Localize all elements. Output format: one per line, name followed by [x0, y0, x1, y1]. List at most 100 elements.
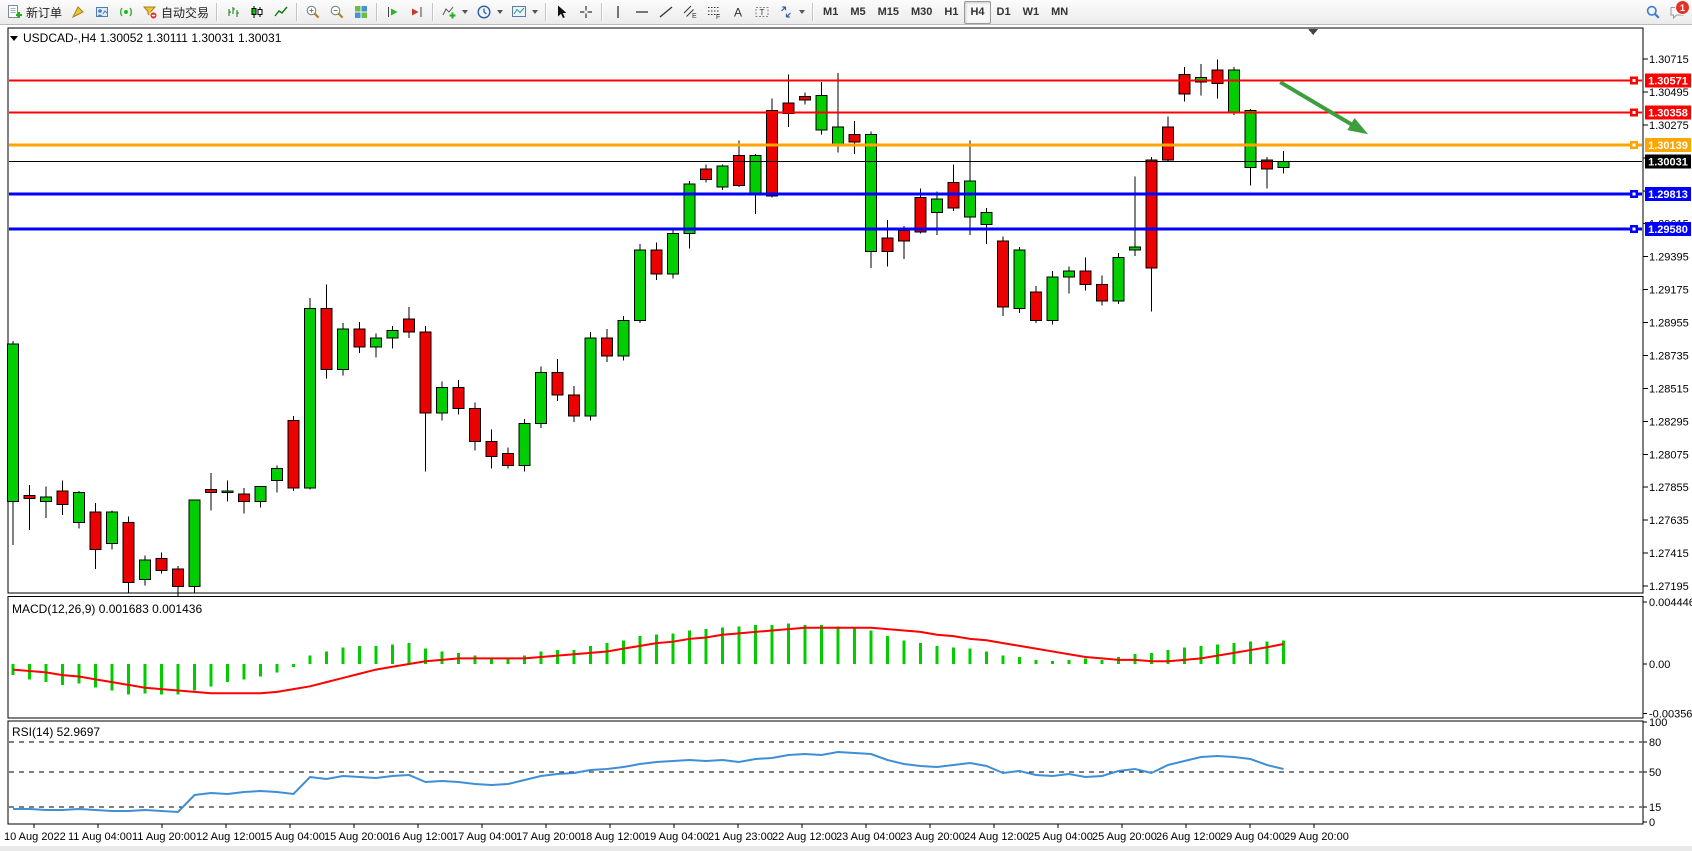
notifications-button[interactable]: 1: [1665, 0, 1690, 24]
rsi-axis-label: 0: [1649, 817, 1655, 829]
chart-canvas[interactable]: 1.307151.304951.302751.300551.298351.296…: [0, 25, 1692, 846]
tile-windows-icon: [353, 4, 369, 20]
time-axis-label[interactable]: 11 Aug 20:00: [132, 831, 196, 843]
time-axis-label[interactable]: 17 Aug 04:00: [452, 831, 517, 843]
profiles-button[interactable]: [90, 1, 114, 24]
chart-window-button[interactable]: [66, 1, 90, 24]
timeframe-m1[interactable]: M1: [823, 6, 839, 18]
arrows-button[interactable]: [774, 1, 809, 24]
timeframe-d1[interactable]: D1: [996, 6, 1011, 18]
arrow-annotation[interactable]: [1279, 80, 1369, 135]
cursor-button[interactable]: [550, 1, 574, 24]
candle-up: [667, 232, 679, 275]
label-button[interactable]: T: [750, 1, 774, 24]
time-axis-label[interactable]: 26 Aug 12:00: [1156, 831, 1221, 843]
timeframe-h4[interactable]: H4: [964, 0, 991, 24]
timeframe-h1[interactable]: H1: [944, 6, 959, 18]
time-axis-label[interactable]: 21 Aug 23:00: [708, 831, 773, 843]
time-axis-label[interactable]: 23 Aug 04:00: [836, 831, 901, 843]
timeframe-mn[interactable]: MN: [1051, 6, 1069, 18]
text-button[interactable]: A: [726, 1, 750, 24]
time-axis-label[interactable]: 29 Aug 20:00: [1284, 831, 1349, 843]
clock-icon: [476, 4, 492, 20]
time-axis-label[interactable]: 18 Aug 12:00: [580, 831, 645, 843]
templates-button[interactable]: [507, 1, 542, 24]
arrows-icon: [778, 4, 794, 20]
chevron-down-icon[interactable]: [462, 10, 469, 14]
macd-axis-label: 0.00: [1649, 659, 1670, 671]
line-chart-button[interactable]: [269, 1, 293, 24]
channel-button[interactable]: E: [678, 1, 702, 24]
arrow-line[interactable]: [1279, 80, 1358, 129]
bar-chart-button[interactable]: [221, 1, 245, 24]
price-axis-label: 1.27855: [1649, 482, 1689, 494]
candle-up: [106, 511, 118, 544]
candle-up: [7, 343, 19, 502]
collapse-icon[interactable]: [10, 35, 18, 41]
time-axis-label[interactable]: 10 Aug 2022: [4, 831, 66, 843]
time-axis-label[interactable]: 15 Aug 04:00: [260, 831, 325, 843]
chevron-down-icon[interactable]: [497, 10, 504, 14]
candle-up: [370, 337, 382, 348]
time-axis-label[interactable]: 23 Aug 20:00: [900, 831, 965, 843]
new-order-button-label: 新订单: [26, 5, 63, 20]
timeframe-m5[interactable]: M5: [850, 6, 866, 18]
candle-down: [155, 557, 168, 571]
candle-down: [287, 420, 300, 489]
search-button[interactable]: [1641, 1, 1665, 24]
candle-up: [1244, 110, 1257, 169]
candle-down: [568, 394, 580, 417]
candle-down: [122, 521, 135, 583]
time-axis-label[interactable]: 11 Aug 04:00: [68, 831, 132, 843]
candle-up: [1063, 270, 1075, 278]
fibonacci-button[interactable]: F: [702, 1, 726, 24]
auto-trading-button[interactable]: 自动交易: [138, 1, 213, 24]
time-axis-label[interactable]: 15 Aug 20:00: [324, 831, 389, 843]
crosshair-button[interactable]: [574, 1, 598, 24]
auto-scroll-button[interactable]: [381, 1, 405, 24]
toolbar-separator: [545, 3, 548, 21]
candle-up: [584, 337, 597, 417]
timeframe-m15[interactable]: M15: [877, 6, 899, 18]
time-axis-label[interactable]: 16 Aug 12:00: [388, 831, 453, 843]
price-line-label-box: [1645, 105, 1691, 120]
indicators-button[interactable]: [437, 1, 472, 24]
candle-down: [1261, 159, 1273, 170]
chart-shift-button[interactable]: [405, 1, 429, 24]
time-axis-label[interactable]: 17 Aug 20:00: [516, 831, 581, 843]
tile-windows-button[interactable]: [349, 1, 373, 24]
timeframe-w1[interactable]: W1: [1022, 6, 1040, 18]
time-axis-label[interactable]: 25 Aug 04:00: [1028, 831, 1093, 843]
time-axis-label[interactable]: 25 Aug 20:00: [1092, 831, 1157, 843]
time-axis-label[interactable]: 12 Aug 12:00: [196, 831, 261, 843]
data-window-button[interactable]: [114, 1, 138, 24]
trendline-button[interactable]: [654, 1, 678, 24]
time-axis-label[interactable]: 19 Aug 04:00: [644, 831, 709, 843]
toolbar-group: [550, 0, 598, 24]
chart-shift-marker[interactable]: [1308, 29, 1319, 35]
candlestick-chart-button[interactable]: [245, 1, 269, 24]
macd-pane[interactable]: [7, 596, 1644, 719]
vertical-line-button[interactable]: [606, 1, 630, 24]
time-axis-label[interactable]: 22 Aug 12:00: [772, 831, 837, 843]
zoom-out-button[interactable]: [325, 1, 349, 24]
label-icon: T: [754, 4, 770, 20]
chevron-down-icon[interactable]: [532, 10, 539, 14]
candle-down: [469, 408, 481, 443]
time-axis-label[interactable]: 24 Aug 12:00: [964, 831, 1029, 843]
horizontal-line-button[interactable]: [630, 1, 654, 24]
new-order-button[interactable]: 新订单: [3, 1, 66, 24]
price-axis-label: 1.28295: [1649, 416, 1689, 428]
toolbar-separator: [216, 3, 219, 21]
toolbar-group: [381, 0, 429, 24]
candle-down: [353, 328, 366, 348]
chevron-down-icon[interactable]: [799, 10, 806, 14]
periods-button[interactable]: [472, 1, 507, 24]
time-axis-label[interactable]: 29 Aug 04:00: [1220, 831, 1285, 843]
zoom-in-button[interactable]: [301, 1, 325, 24]
candle-down: [601, 337, 613, 357]
timeframe-m30[interactable]: M30: [911, 6, 933, 18]
candle-up: [337, 328, 349, 371]
channel-icon: E: [682, 4, 698, 20]
price-line-anchor-dot: [1632, 143, 1636, 147]
